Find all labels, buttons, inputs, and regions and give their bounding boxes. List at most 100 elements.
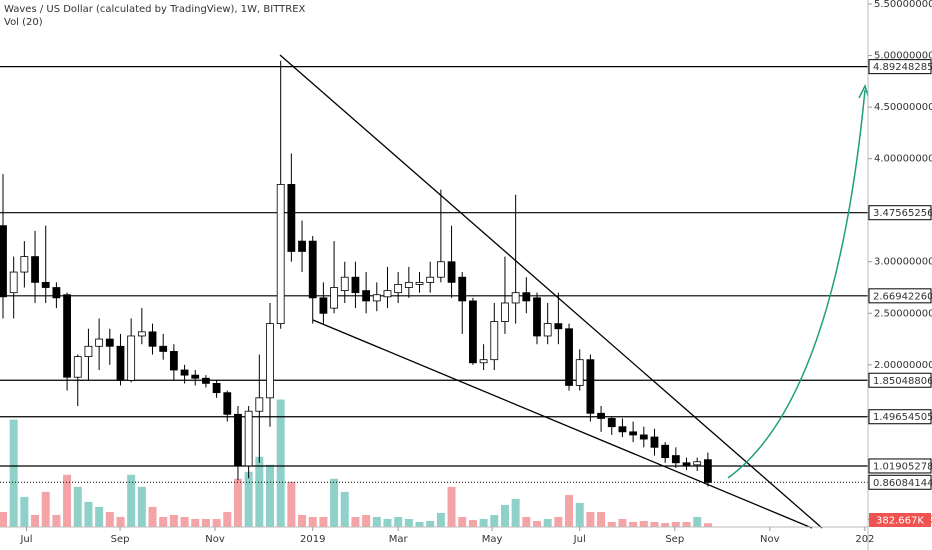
volume-bar [565, 494, 574, 527]
candle-body [650, 436, 659, 448]
last-price-box [868, 474, 932, 490]
candle-body [287, 184, 296, 252]
volume-bar [404, 518, 413, 527]
volume-bar [607, 521, 616, 527]
candle-body [543, 323, 552, 337]
volume-bar [244, 471, 253, 527]
volume-bar [9, 419, 18, 527]
candle-body [607, 418, 616, 428]
volume-bar [661, 522, 670, 527]
candle-body [639, 434, 648, 440]
trend-anchor [300, 300, 313, 320]
candle-body [522, 292, 531, 302]
candle-body [255, 397, 264, 412]
candle-body [244, 410, 253, 467]
volume-bar [201, 518, 210, 527]
candle-body [575, 359, 584, 386]
plot-area [0, 60, 868, 527]
candle-body [479, 359, 488, 364]
candle-body [586, 359, 595, 414]
volume-bar [682, 521, 691, 527]
x-tick-label: May [482, 534, 503, 545]
trend-line [279, 54, 823, 529]
candle-body [319, 297, 328, 314]
candle-body [682, 462, 691, 467]
x-tick-label: Sep [665, 534, 684, 545]
candle-body [426, 276, 435, 283]
candle-body [159, 345, 168, 352]
volume-bar [63, 474, 72, 527]
candle-body [298, 240, 306, 252]
volume-bar [308, 516, 317, 527]
volume-bar [362, 514, 371, 527]
volume-bar [383, 518, 392, 527]
candle-body [629, 431, 638, 436]
candle-body [565, 328, 573, 386]
x-tick-label: Nov [205, 534, 225, 545]
level-label: 1.49654505 [873, 412, 932, 423]
candle-body [116, 345, 125, 381]
candle-body [340, 276, 349, 292]
volume-bar [597, 511, 606, 527]
y-tick-label: 2.00000000 [874, 360, 932, 371]
arrow [727, 89, 866, 479]
candle-body [372, 294, 381, 302]
volume-bar [191, 518, 200, 527]
x-tick-label: Jul [19, 534, 32, 545]
volume-bar [415, 521, 424, 527]
level-label: 1.85048806 [873, 376, 932, 387]
candle-body [20, 256, 29, 273]
volume-bar [394, 516, 403, 527]
indicator-label: Vol (20) [4, 17, 43, 28]
candle-body [308, 240, 317, 299]
y-tick-label: 3.00000000 [874, 257, 932, 268]
volume-bar [575, 502, 584, 527]
volume-bar [159, 516, 168, 527]
volume-bar [340, 491, 349, 527]
volume-bar [127, 474, 136, 527]
candle-body [511, 292, 520, 304]
x-tick-label: Sep [111, 534, 130, 545]
y-tick-label: 5.00000000 [874, 51, 932, 62]
volume-bar [20, 496, 29, 527]
volume-bar [169, 514, 178, 527]
candle-body [394, 284, 403, 294]
candle-body [127, 335, 136, 381]
candle-body [148, 331, 157, 347]
volume-bar [522, 516, 531, 527]
candle-body [137, 331, 146, 337]
candle-body [223, 392, 232, 415]
volume-bar [223, 511, 232, 527]
candle-body [31, 256, 39, 283]
volume-bar [703, 523, 712, 527]
candle-body [330, 287, 338, 309]
candle-body [84, 345, 93, 357]
candle-body [9, 271, 18, 294]
candle-body [63, 294, 71, 378]
x-tick-label: Jul [573, 534, 586, 545]
level-label-box [868, 409, 932, 425]
candle-body [436, 261, 445, 278]
y-tick-label: 5.50000000 [874, 0, 932, 10]
volume-bar [511, 498, 520, 527]
trend-line [312, 319, 813, 529]
volume-bar [31, 514, 40, 527]
price-axis [868, 0, 932, 550]
level-label: 2.66942260 [873, 291, 932, 302]
volume-bar [458, 516, 467, 527]
volume-bar [266, 464, 274, 527]
candle-body [351, 276, 360, 294]
volume-bar [671, 521, 680, 527]
volume-bar [84, 501, 93, 527]
volume-bar [330, 478, 339, 527]
volume-bar [148, 506, 157, 527]
candle-body [234, 413, 242, 467]
volume-bar [479, 518, 488, 527]
level-label-box [868, 205, 932, 221]
candle-body [266, 323, 274, 399]
volume-bar [105, 511, 114, 527]
level-label-box [868, 288, 932, 304]
candle-body [169, 351, 178, 371]
candle-body [597, 412, 605, 419]
